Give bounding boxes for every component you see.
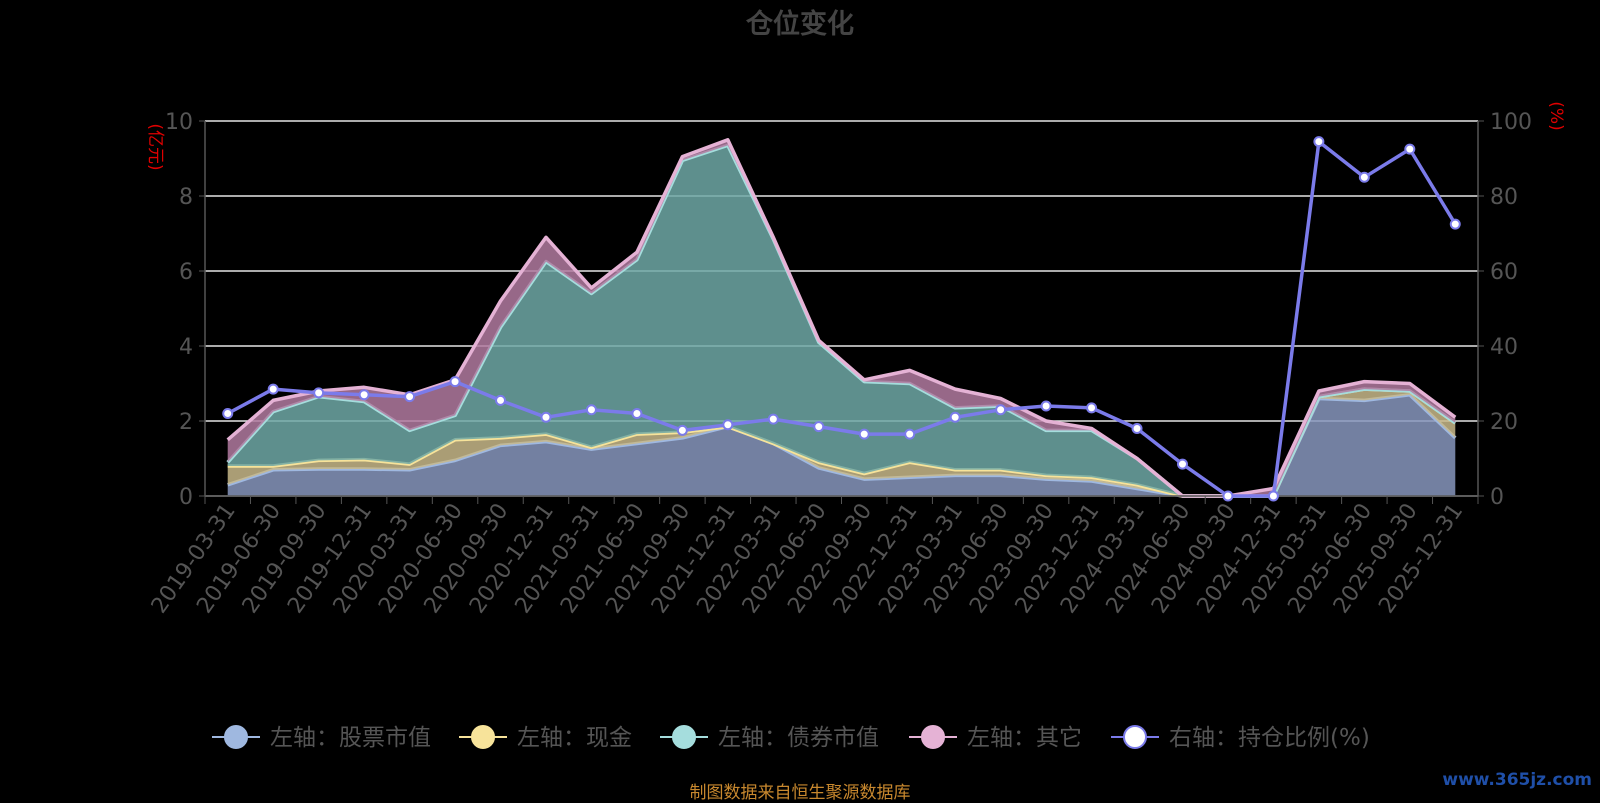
ratio-point xyxy=(404,391,416,403)
legend-item: 左轴：股票市值 xyxy=(212,725,431,751)
ratio-point xyxy=(995,404,1007,416)
left-tick-label: 10 xyxy=(165,110,193,135)
left-tick-label: 0 xyxy=(179,485,193,510)
ratio-line-layer xyxy=(222,136,1461,502)
ratio-point xyxy=(222,408,234,419)
left-axis-unit: (亿元) xyxy=(145,123,165,170)
legend-marker xyxy=(921,725,945,749)
legend-item: 左轴：现金 xyxy=(459,725,632,751)
ratio-point xyxy=(1131,423,1143,434)
ratio-point xyxy=(1449,218,1461,230)
ratio-point xyxy=(449,376,461,388)
ratio-point xyxy=(1267,490,1279,502)
ratio-point xyxy=(540,411,552,423)
ratio-line xyxy=(226,139,1457,498)
ratio-point xyxy=(904,428,916,440)
left-tick-label: 8 xyxy=(179,185,193,210)
legend-marker xyxy=(224,725,248,749)
ratio-point xyxy=(676,424,688,436)
legend: 左轴：股票市值 左轴：现金 左轴：债券市值 左轴：其它 右轴：持仓比例(%) xyxy=(212,725,1370,751)
legend-marker xyxy=(672,725,696,749)
ratio-point xyxy=(1404,143,1416,155)
right-tick-label: 100 xyxy=(1490,110,1532,135)
legend-label: 左轴：债券市值 xyxy=(718,725,879,751)
right-axis-unit: (%) xyxy=(1546,101,1566,130)
ratio-point xyxy=(1358,171,1370,183)
ratio-point xyxy=(1176,458,1188,470)
left-tick-label: 4 xyxy=(179,335,193,360)
ratio-point xyxy=(813,421,825,433)
ratio-point xyxy=(1222,490,1234,502)
legend-item: 右轴：持仓比例(%) xyxy=(1111,725,1370,751)
area-1 xyxy=(227,394,1456,496)
watermark: www.365jz.com xyxy=(1442,770,1592,790)
ratio-point xyxy=(722,419,734,431)
ratio-point xyxy=(858,428,870,440)
left-tick-label: 6 xyxy=(179,260,193,285)
legend-marker xyxy=(471,725,495,749)
legend-item: 左轴：其它 xyxy=(909,725,1082,751)
ratio-point xyxy=(313,387,325,399)
left-tick-label: 2 xyxy=(179,410,193,435)
legend-label: 左轴：其它 xyxy=(967,725,1082,751)
ratio-point xyxy=(1040,400,1052,412)
ratio-point xyxy=(585,404,597,416)
ratio-point xyxy=(267,383,279,395)
ratio-point xyxy=(949,411,961,423)
right-tick-label: 20 xyxy=(1490,410,1518,435)
right-tick-label: 60 xyxy=(1490,260,1518,285)
right-tick-label: 0 xyxy=(1490,485,1504,510)
footer-source-note: 制图数据来自恒生聚源数据库 xyxy=(689,783,911,803)
ratio-point xyxy=(631,408,643,419)
legend-label: 右轴：持仓比例(%) xyxy=(1169,725,1370,751)
area-3 xyxy=(227,145,1456,496)
ratio-point xyxy=(1313,136,1325,148)
axes: 0246810020406080100(亿元)(%)2019-03-312019… xyxy=(145,101,1566,618)
ratio-point xyxy=(495,394,507,406)
ratio-point xyxy=(1086,402,1098,414)
legend-label: 左轴：现金 xyxy=(517,725,632,751)
legend-marker xyxy=(1123,725,1147,749)
legend-label: 左轴：股票市值 xyxy=(270,725,431,751)
ratio-point xyxy=(358,389,370,401)
area-2 xyxy=(227,389,1456,496)
chart-title: 仓位变化 xyxy=(746,9,854,40)
ratio-point xyxy=(767,413,779,425)
area-layer xyxy=(226,138,1457,498)
right-tick-label: 40 xyxy=(1490,335,1518,360)
right-tick-label: 80 xyxy=(1490,185,1518,210)
legend-item: 左轴：债券市值 xyxy=(660,725,879,751)
